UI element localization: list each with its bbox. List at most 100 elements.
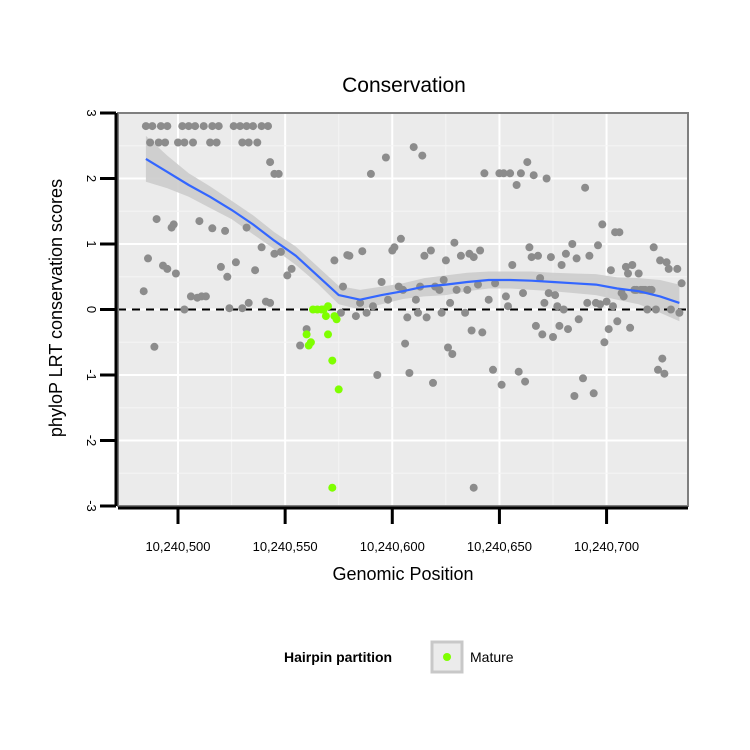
other-point xyxy=(266,158,275,167)
mature-point xyxy=(332,315,341,324)
other-point xyxy=(476,246,485,255)
other-point xyxy=(469,253,478,262)
plot-border xyxy=(117,112,689,507)
other-point xyxy=(141,122,150,131)
other-point xyxy=(225,304,234,313)
points-layer xyxy=(139,122,686,492)
other-point xyxy=(296,341,305,350)
other-point xyxy=(448,350,457,358)
other-point xyxy=(426,246,435,255)
other-point xyxy=(264,122,272,131)
other-point xyxy=(461,308,470,317)
other-point xyxy=(351,312,360,321)
other-point xyxy=(484,295,493,304)
other-point xyxy=(538,330,547,339)
other-point xyxy=(206,138,215,147)
other-point xyxy=(628,261,637,269)
other-point xyxy=(381,153,390,162)
other-point xyxy=(236,122,245,131)
other-point xyxy=(649,243,658,252)
other-point xyxy=(238,304,247,313)
chart-title: Conservation xyxy=(342,74,466,97)
other-point xyxy=(469,483,478,492)
other-point xyxy=(274,169,283,178)
other-point xyxy=(596,300,605,309)
y-tick-label: 0 xyxy=(84,306,99,313)
other-point xyxy=(497,380,506,389)
other-point xyxy=(444,343,452,352)
y-tick-label: -3 xyxy=(84,500,99,512)
y-tick-label: 2 xyxy=(84,175,99,182)
other-point xyxy=(369,302,377,311)
other-point xyxy=(514,367,523,376)
other-point xyxy=(581,183,590,192)
other-point xyxy=(339,282,347,291)
other-point xyxy=(634,269,643,278)
other-point xyxy=(144,254,152,263)
mature-point xyxy=(306,338,315,347)
other-point xyxy=(589,389,598,398)
other-point xyxy=(330,256,339,265)
other-point xyxy=(529,171,538,180)
other-point xyxy=(178,122,187,131)
other-point xyxy=(411,295,420,304)
y-tick-label: 3 xyxy=(84,109,99,116)
other-point xyxy=(499,169,508,178)
other-point xyxy=(534,251,542,260)
other-point xyxy=(579,374,587,383)
other-point xyxy=(439,276,448,284)
other-point xyxy=(594,241,602,250)
other-point xyxy=(336,308,345,317)
other-point xyxy=(561,249,570,258)
legend-key-mature-dot xyxy=(443,653,451,661)
other-point xyxy=(244,298,253,307)
other-point xyxy=(366,169,375,178)
other-point xyxy=(242,122,251,131)
other-point xyxy=(523,158,532,167)
x-tick-label: 10,240,650 xyxy=(467,539,532,554)
other-point xyxy=(191,122,200,131)
other-point xyxy=(238,138,247,147)
other-point xyxy=(474,280,482,289)
other-point xyxy=(180,138,189,147)
other-point xyxy=(283,271,292,280)
x-axis: 10,240,500 10,240,550 10,240,600 10,240,650… xyxy=(118,506,688,554)
legend: Hairpin partition Mature xyxy=(284,640,514,674)
x-tick-label: 10,240,550 xyxy=(253,539,318,554)
other-point xyxy=(414,308,422,317)
other-point xyxy=(244,138,253,147)
other-point xyxy=(266,298,275,307)
other-point xyxy=(429,378,437,387)
other-point xyxy=(216,262,225,271)
other-point xyxy=(208,122,217,131)
other-point xyxy=(150,342,159,351)
other-point xyxy=(467,326,476,335)
other-point xyxy=(557,261,566,269)
other-point xyxy=(401,339,410,348)
other-point xyxy=(544,289,553,298)
other-point xyxy=(152,215,161,224)
other-point xyxy=(662,258,671,267)
other-point xyxy=(223,272,232,281)
other-point xyxy=(553,302,562,311)
other-point xyxy=(583,298,592,307)
other-point xyxy=(345,251,354,260)
other-point xyxy=(624,269,632,278)
other-point xyxy=(405,369,414,377)
other-point xyxy=(148,122,157,131)
other-point xyxy=(602,297,611,306)
other-point xyxy=(549,333,557,341)
other-point xyxy=(506,169,515,178)
mature-point xyxy=(328,356,337,365)
other-point xyxy=(403,313,412,322)
other-point xyxy=(146,138,155,147)
other-point xyxy=(572,254,581,263)
other-point xyxy=(574,315,583,324)
other-point xyxy=(598,220,607,229)
other-point xyxy=(658,354,667,363)
y-axis-title: phyloP LRT conservation scores xyxy=(46,179,66,437)
x-tick-label: 10,240,600 xyxy=(360,539,425,554)
legend-title: Hairpin partition xyxy=(284,649,392,665)
smooth-line-layer xyxy=(145,157,680,304)
other-point xyxy=(231,258,240,267)
